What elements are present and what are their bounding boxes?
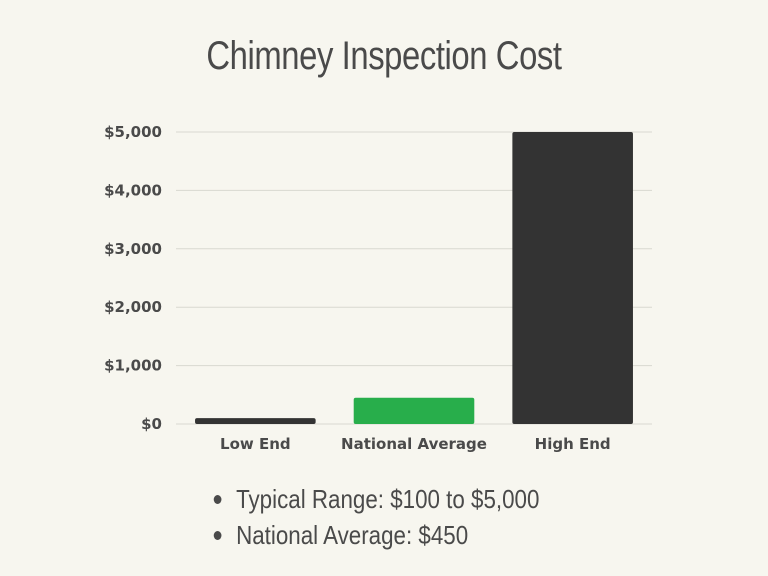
note-text: National Average: $450 — [236, 520, 469, 550]
note-national-average: National Average: $450 — [212, 517, 539, 553]
bar-national-average — [353, 397, 475, 424]
x-category-label: High End — [535, 435, 611, 453]
chart-title: Chimney Inspection Cost — [206, 34, 562, 78]
x-category-label: National Average — [341, 435, 487, 453]
x-axis-category-labels: Low End National Average High End — [220, 435, 611, 453]
bullet-icon — [213, 531, 222, 540]
bar-high-end — [512, 132, 633, 424]
y-tick-label: $3,000 — [104, 240, 162, 258]
y-tick-label: $2,000 — [104, 298, 162, 316]
x-category-label: Low End — [220, 435, 291, 453]
note-typical-range: Typical Range: $100 to $5,000 — [212, 481, 539, 517]
y-tick-label: $4,000 — [104, 181, 162, 199]
bar-low-end — [195, 418, 316, 424]
bars — [195, 132, 633, 424]
note-text: Typical Range: $100 to $5,000 — [236, 484, 540, 514]
cost-notes-list: Typical Range: $100 to $5,000 National A… — [212, 481, 593, 553]
y-tick-label: $5,000 — [104, 123, 162, 141]
bullet-icon — [213, 495, 222, 504]
y-tick-label: $1,000 — [104, 357, 162, 375]
y-tick-label: $0 — [141, 415, 162, 433]
y-axis-tick-labels: $0 $1,000 $2,000 $3,000 $4,000 $5,000 — [104, 123, 162, 433]
